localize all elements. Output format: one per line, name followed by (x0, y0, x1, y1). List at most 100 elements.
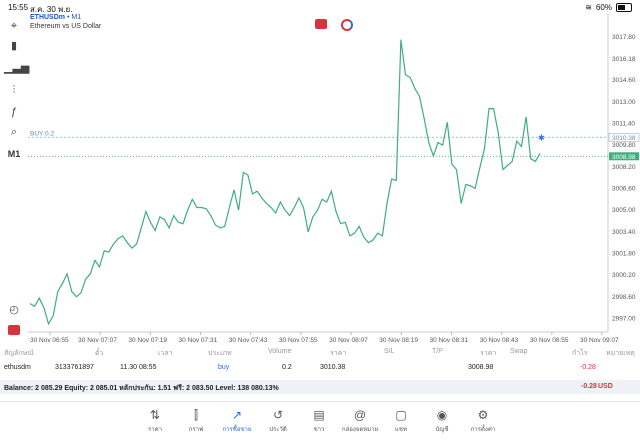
account-icon: ◉ (436, 408, 448, 422)
price-series-line (29, 39, 541, 326)
indicators-icon[interactable]: ⫶ (12, 84, 16, 96)
price-tick-label: 3005.00 (612, 207, 636, 214)
time-tick-label: 30 Nov 08:31 (429, 337, 468, 344)
nav-item-trade[interactable]: ↗ การซื้อขาย (217, 408, 257, 434)
time-tick-label: 30 Nov 08:55 (530, 337, 569, 344)
status-bar: 15:55 ส.ค. 30 พ.ย. ≋ 60% (0, 0, 640, 14)
buy-label: BUY 0.2 (30, 130, 54, 137)
balance-pnl: -0.28 (581, 383, 597, 390)
settings-icon: ⚙ (477, 408, 489, 422)
column-header: ตั๋ว (95, 350, 104, 357)
balance-bar: Balance: 2 085.29 Equity: 2 085.01 หลักป… (0, 380, 640, 394)
column-header: ราคา (480, 350, 497, 357)
nav-label: กล่องจดหมาย (341, 427, 379, 433)
column-header: เวลา (158, 350, 173, 357)
price-tick-label: 3000.20 (612, 272, 636, 279)
time-tick-label: 30 Nov 07:55 (279, 337, 318, 344)
position-current-price: 3008.98 (468, 364, 494, 371)
nav-item-news[interactable]: ▤ ข่าว (299, 408, 339, 434)
time-tick-label: 30 Nov 07:19 (128, 337, 167, 344)
chart-area[interactable]: ETHUSDm • M1 Ethereum vs US Dollar 3017.… (28, 14, 640, 346)
symbol-name: ETHUSDm (30, 14, 66, 21)
position-symbol: ethusdm (4, 364, 31, 371)
price-tick-label: 2997.00 (612, 315, 636, 322)
price-tick-label: 3003.40 (612, 229, 636, 236)
price-tick-label: 2998.60 (612, 294, 636, 301)
depth-of-market-icon[interactable] (341, 19, 353, 31)
nav-label: บัญชี (435, 427, 449, 433)
function-icon[interactable]: ƒ (10, 106, 18, 118)
column-header: S/L (384, 348, 395, 355)
trade-badges (315, 19, 353, 31)
wifi-icon: ≋ (585, 3, 592, 12)
nav-item-quotes[interactable]: ⇅ ราคา (135, 408, 175, 434)
candles-icon[interactable]: ▮ (10, 40, 18, 52)
column-header: Swap (510, 348, 528, 355)
symbol-title: ETHUSDm • M1 (30, 14, 82, 21)
position-time: 11.30 08:55 (120, 364, 157, 371)
chart-icon: ⫿ (194, 408, 198, 422)
column-header: กำไร (572, 350, 588, 357)
battery-percent: 60% (595, 3, 612, 12)
nav-label: ประวัติ (269, 427, 287, 433)
one-click-trade-icon[interactable] (315, 19, 327, 29)
battery-icon (616, 3, 632, 12)
balance-currency: USD (598, 383, 613, 390)
time-tick-label: 30 Nov 06:55 (30, 337, 69, 344)
bottom-nav: ⇅ ราคา ⫿ กราฟ ↗ การซื้อขาย ↺ ประวัติ ▤ ข่าว @ กล่อง… (0, 401, 640, 448)
price-tick-label: 3017.80 (612, 34, 636, 41)
column-header: Volume (268, 348, 292, 355)
time-tick-label: 30 Nov 09:07 (580, 337, 619, 344)
price-tick-label: 3008.20 (612, 164, 636, 171)
quotes-icon: ⇅ (149, 408, 161, 422)
column-header: สัญลักษณ์ (4, 350, 34, 357)
price-chart[interactable]: 3017.80 3016.18 3014.60 3013.00 3011.40 3009.… (28, 14, 640, 346)
nav-item-settings[interactable]: ⚙ การตั้งค่า (463, 408, 503, 434)
crosshair-icon[interactable]: ⌖ (10, 20, 18, 32)
status-date: ส.ค. 30 พ.ย. (30, 5, 73, 14)
timeframe-label[interactable]: M1 (7, 149, 21, 159)
price-tick-label: 3016.18 (612, 56, 636, 63)
time-tick-label: 30 Nov 07:07 (78, 337, 117, 344)
nav-label: แชท (395, 427, 407, 433)
chat-icon: ▢ (395, 408, 407, 422)
current-price-tag (609, 152, 639, 161)
price-tick-label: 3001.80 (612, 250, 636, 257)
nav-item-mailbox[interactable]: @ กล่องจดหมาย (340, 408, 380, 434)
buy-price-tag (608, 133, 640, 142)
time-tick-label: 30 Nov 07:31 (179, 337, 218, 344)
position-profit: -0.28 (580, 364, 596, 371)
chart-toolbar: ⌖ ▮ ▁▃▅ ⫶ ƒ ⌕ M1 ◴ (0, 14, 30, 344)
price-tick-label: 3011.40 (612, 121, 635, 128)
nav-label: กราฟ (188, 427, 204, 433)
objects-icon[interactable]: ⌕ (10, 126, 18, 138)
buy-price-label: 3010.38 (612, 135, 636, 142)
column-header: T/P (432, 348, 443, 355)
position-ticket: 3133761897 (55, 364, 94, 371)
position-row[interactable]: ethusdm 3133761897 11.30 08:55 buy 0.2 3… (0, 364, 640, 376)
nav-label: ข่าว (313, 427, 325, 433)
position-open-price: 3010.38 (320, 364, 346, 371)
mailbox-icon: @ (353, 408, 367, 422)
symbol-timeframe: M1 (71, 14, 82, 21)
column-header: ราคา (330, 350, 347, 357)
bars-icon[interactable]: ▁▃▅ (4, 62, 30, 74)
position-marker-icon: ✱ (538, 133, 545, 142)
zoom-icon[interactable]: ◴ (9, 304, 19, 316)
nav-label: การซื้อขาย (222, 427, 252, 433)
time-tick-label: 30 Nov 08:19 (379, 337, 418, 344)
balance-text: Balance: 2 085.29 Equity: 2 085.01 หลักป… (4, 385, 279, 392)
positions-header: สัญลักษณ์ ตั๋ว เวลา ประเภท Volume ราคา S/L T/P ร… (0, 348, 640, 360)
column-header: หมายเหตุ (606, 350, 635, 357)
signal-icon[interactable] (4, 324, 24, 340)
nav-item-chart[interactable]: ⫿ กราฟ (176, 408, 216, 434)
history-icon: ↺ (272, 408, 284, 422)
nav-item-chat[interactable]: ▢ แชท (381, 408, 421, 434)
time-tick-label: 30 Nov 08:07 (329, 337, 368, 344)
column-header: ประเภท (208, 350, 232, 357)
nav-item-account[interactable]: ◉ บัญชี (422, 408, 462, 434)
position-type: buy (218, 364, 230, 371)
price-tick-label: 3009.80 (612, 142, 636, 149)
nav-item-history[interactable]: ↺ ประวัติ (258, 408, 298, 434)
symbol-description: Ethereum vs US Dollar (30, 23, 102, 30)
